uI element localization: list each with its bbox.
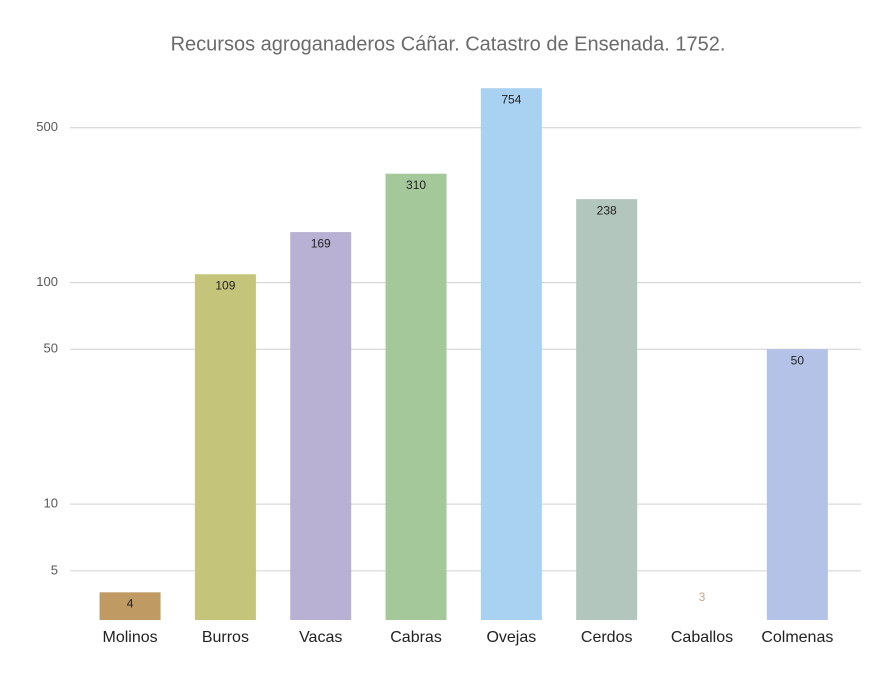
bar — [99, 592, 161, 620]
x-tick-label: Vacas — [299, 629, 342, 646]
bar — [290, 232, 352, 620]
chart-title: Recursos agroganaderos Cáñar. Catastro d… — [171, 33, 726, 55]
x-tick-label: Cabras — [390, 629, 442, 646]
value-label: 754 — [501, 92, 521, 106]
value-label: 50 — [791, 353, 805, 367]
x-tick-label: Cerdos — [581, 629, 633, 646]
value-label: 238 — [597, 203, 617, 217]
value-label: 4 — [127, 596, 134, 610]
bar — [766, 349, 828, 620]
y-tick-label: 100 — [36, 274, 58, 289]
value-label: 3 — [699, 590, 706, 604]
x-tick-label: Caballos — [671, 629, 733, 646]
x-tick-label: Colmenas — [761, 629, 833, 646]
x-tick-label: Molinos — [102, 629, 157, 646]
value-label: 109 — [215, 278, 235, 292]
value-label: 169 — [311, 236, 331, 250]
x-tick-label: Ovejas — [486, 629, 536, 646]
bar — [576, 199, 638, 620]
x-tick-label: Burros — [202, 629, 249, 646]
value-label: 310 — [406, 178, 426, 192]
bar — [480, 88, 542, 620]
y-tick-label: 500 — [36, 119, 58, 134]
y-tick-label: 10 — [44, 496, 58, 511]
bar — [194, 274, 256, 620]
y-tick-label: 50 — [44, 341, 58, 356]
bar — [385, 173, 447, 621]
y-tick-label: 5 — [51, 562, 58, 577]
